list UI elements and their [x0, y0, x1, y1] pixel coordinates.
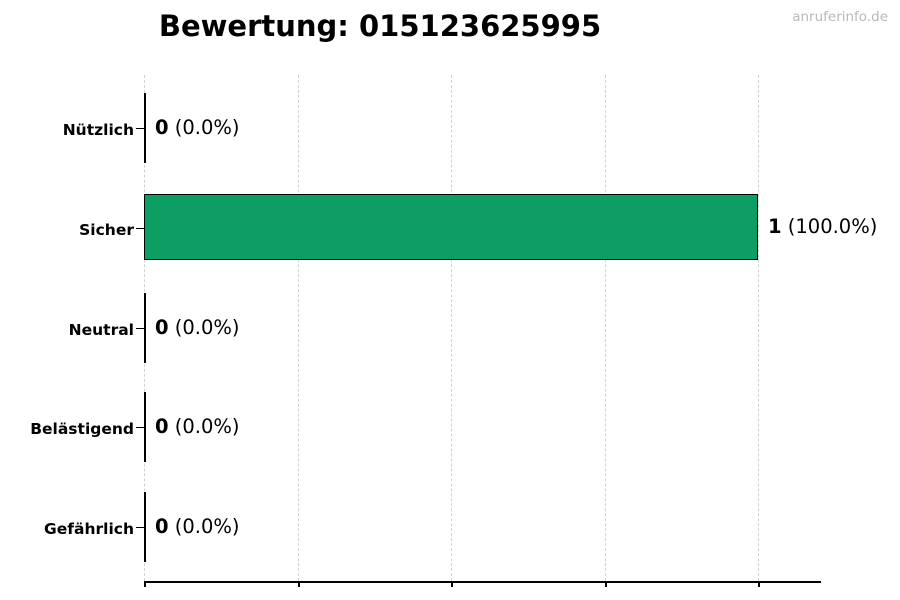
value-pct-nuetzlich: (0.0%): [174, 116, 240, 139]
value-count-nuetzlich: 0: [155, 116, 169, 139]
value-pct-sicher: (100.0%): [787, 215, 878, 238]
value-count-gefaehrlich: 0: [155, 515, 169, 538]
value-label-neutral: 0 (0.0%): [155, 318, 240, 338]
ytick-neutral: [136, 328, 144, 329]
value-label-sicher: 1 (100.0%): [768, 217, 877, 237]
value-label-nuetzlich: 0 (0.0%): [155, 118, 240, 138]
value-count-sicher: 1: [768, 215, 782, 238]
gridline-1: [297, 75, 299, 581]
ytick-belaestigend: [136, 427, 144, 428]
gridline-4: [758, 75, 759, 581]
xtick-0: [144, 581, 146, 587]
site-watermark: anruferinfo.de: [792, 9, 888, 25]
gridline-3: [604, 75, 606, 581]
value-pct-neutral: (0.0%): [174, 316, 240, 339]
value-pct-gefaehrlich: (0.0%): [174, 515, 240, 538]
value-count-neutral: 0: [155, 316, 169, 339]
ylabel-neutral: Neutral: [68, 321, 134, 339]
value-pct-belaestigend: (0.0%): [174, 415, 240, 438]
xtick-3: [604, 581, 607, 587]
ylabel-sicher: Sicher: [79, 221, 134, 239]
bar-neutral[interactable]: [144, 293, 146, 363]
xtick-1: [297, 581, 300, 587]
ytick-nuetzlich: [136, 128, 144, 129]
value-count-belaestigend: 0: [155, 415, 169, 438]
page-title: Bewertung: 015123625995: [158, 9, 602, 43]
bar-belaestigend[interactable]: [144, 392, 146, 462]
gridline-2: [451, 75, 452, 581]
value-label-belaestigend: 0 (0.0%): [155, 417, 240, 437]
value-label-gefaehrlich: 0 (0.0%): [155, 517, 240, 537]
ylabel-nuetzlich: Nützlich: [62, 121, 134, 139]
xtick-2: [451, 581, 453, 587]
ytick-gefaehrlich: [136, 527, 144, 528]
ylabel-gefaehrlich: Gefährlich: [44, 520, 134, 538]
x-axis-line: [144, 581, 821, 583]
ylabel-belaestigend: Belästigend: [30, 420, 134, 438]
bar-sicher[interactable]: [144, 194, 758, 260]
xtick-4: [758, 581, 760, 587]
bar-gefaehrlich[interactable]: [144, 492, 146, 562]
bar-nuetzlich[interactable]: [144, 93, 146, 163]
ytick-sicher: [136, 228, 144, 229]
